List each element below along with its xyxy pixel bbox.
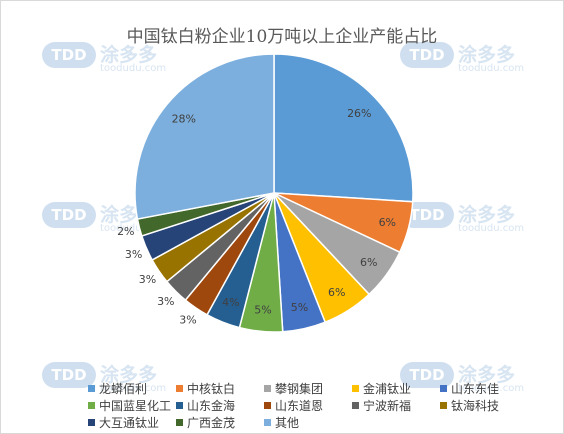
- legend-item: 广西金茂: [176, 415, 264, 430]
- data-label: 3%: [125, 248, 142, 261]
- legend-item: 山东东佳: [440, 381, 528, 396]
- watermark-name: 涂多多: [100, 364, 158, 386]
- watermark-logo: TDD: [42, 362, 96, 388]
- watermark-url: toodudu.com: [458, 63, 525, 74]
- legend-item: 山东道恩: [264, 398, 352, 413]
- data-label: 2%: [117, 225, 134, 238]
- watermark: TDD 涂多多 toodudu.com: [400, 38, 550, 78]
- watermark-url: toodudu.com: [100, 383, 167, 394]
- watermark-url: toodudu.com: [100, 63, 167, 74]
- legend-item: 中国蓝星化工: [88, 398, 176, 413]
- watermark-url: toodudu.com: [100, 223, 167, 234]
- watermark: TDD 涂多多 toodudu.com: [42, 38, 192, 78]
- legend-label: 大互通钛业: [99, 416, 160, 430]
- watermark-name: 涂多多: [458, 204, 516, 226]
- data-label: 6%: [328, 286, 345, 299]
- pie-slice: [134, 53, 275, 220]
- legend-swatch: [88, 385, 95, 392]
- legend-item: 金浦钛业: [352, 381, 440, 396]
- data-label: 6%: [379, 216, 396, 229]
- legend-item: 大互通钛业: [88, 415, 176, 430]
- watermark: TDD 涂多多 toodudu.com: [400, 358, 550, 398]
- watermark-logo: TDD: [400, 42, 454, 68]
- legend-item: 钛海科技: [440, 398, 528, 413]
- legend-swatch: [176, 402, 183, 409]
- legend-label: 金浦钛业: [363, 382, 412, 396]
- legend-item: 其他: [264, 415, 352, 430]
- data-label: 26%: [347, 107, 371, 120]
- legend-label: 中核钛白: [187, 382, 236, 396]
- legend-swatch: [352, 385, 359, 392]
- legend-swatch: [88, 419, 95, 426]
- data-label: 4%: [222, 296, 239, 309]
- watermark-url: toodudu.com: [458, 223, 525, 234]
- legend-label: 龙蟒佰利: [99, 382, 148, 396]
- watermark-name: 涂多多: [458, 364, 516, 386]
- legend-label: 广西金茂: [187, 416, 236, 430]
- legend-item: 龙蟒佰利: [88, 381, 176, 396]
- legend-label: 钛海科技: [451, 399, 500, 413]
- legend-swatch: [440, 385, 447, 392]
- data-label: 5%: [291, 301, 308, 314]
- legend-swatch: [88, 402, 95, 409]
- watermark-logo: TDD: [42, 202, 96, 228]
- data-label: 5%: [254, 304, 271, 317]
- chart-legend: 龙蟒佰利 中核钛白 攀钢集团 金浦钛业 山东东佳中国蓝星化工 山东金海 山东道恩 宁波新福 钛海…: [88, 381, 528, 430]
- legend-swatch: [264, 402, 271, 409]
- legend-label: 攀钢集团: [275, 382, 324, 396]
- legend-swatch: [440, 402, 447, 409]
- data-label: 3%: [139, 273, 156, 286]
- legend-item: 山东金海: [176, 398, 264, 413]
- watermark: TDD 涂多多 toodudu.com: [42, 358, 192, 398]
- legend-label: 山东东佳: [451, 382, 500, 396]
- data-label: 3%: [157, 295, 174, 308]
- legend-swatch: [352, 402, 359, 409]
- legend-swatch: [264, 419, 271, 426]
- legend-item: 中核钛白: [176, 381, 264, 396]
- watermark-url: toodudu.com: [458, 383, 525, 394]
- watermark-name: 涂多多: [458, 44, 516, 66]
- legend-swatch: [264, 385, 271, 392]
- legend-swatch: [176, 419, 183, 426]
- legend-swatch: [176, 385, 183, 392]
- data-label: 3%: [179, 314, 196, 327]
- legend-item: 宁波新福: [352, 398, 440, 413]
- legend-label: 宁波新福: [363, 399, 412, 413]
- data-label: 6%: [360, 256, 377, 269]
- legend-label: 山东道恩: [275, 399, 324, 413]
- legend-label: 其他: [275, 416, 300, 430]
- watermark-logo: TDD: [400, 362, 454, 388]
- data-label: 28%: [172, 112, 196, 125]
- legend-item: 攀钢集团: [264, 381, 352, 396]
- watermark-logo: TDD: [42, 42, 96, 68]
- legend-label: 中国蓝星化工: [99, 399, 172, 413]
- legend-label: 山东金海: [187, 399, 236, 413]
- chart-title: 中国钛白粉企业10万吨以上企业产能占比: [126, 27, 438, 47]
- watermark-name: 涂多多: [100, 44, 158, 66]
- pie-slice: [273, 53, 414, 203]
